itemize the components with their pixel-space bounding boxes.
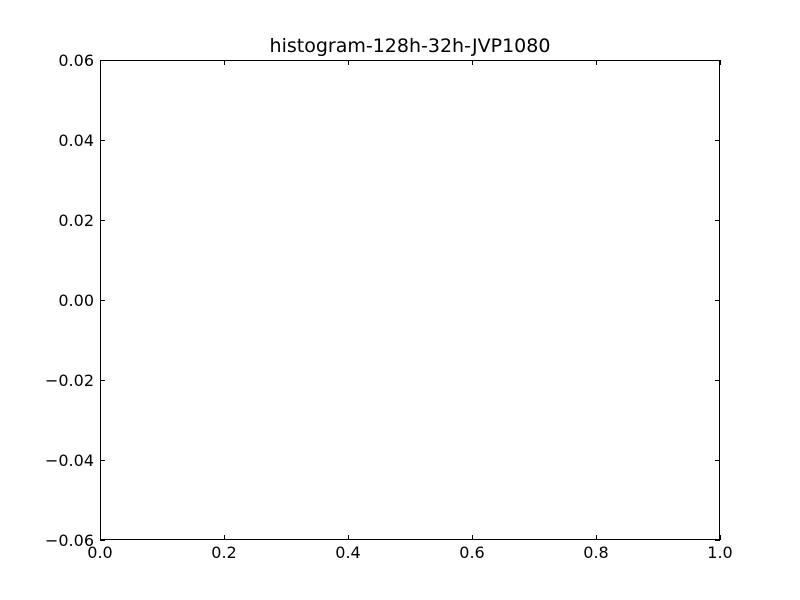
x-tick-label: 1.0 (707, 543, 732, 562)
y-tick-label: 0.00 (58, 291, 94, 310)
axis-ticks: 0.0 0.2 0.4 0.6 0.8 1.0 −0.06 −0.04 −0.02 0.00 0.0… (45, 51, 733, 562)
x-tick-label: 0.2 (211, 543, 236, 562)
x-tick-label: 0.4 (335, 543, 360, 562)
y-tick-label: −0.04 (45, 451, 94, 470)
y-tick-label: 0.06 (58, 51, 94, 70)
y-tick-label: −0.02 (45, 371, 94, 390)
y-tick-label: −0.06 (45, 531, 94, 550)
chart-title: histogram-128h-32h-JVP1080 (270, 35, 551, 57)
x-tick-label: 0.0 (87, 543, 112, 562)
y-tick-label: 0.04 (58, 131, 94, 150)
x-tick-label: 0.8 (583, 543, 608, 562)
y-tick-label: 0.02 (58, 211, 94, 230)
plot-area-frame (100, 60, 720, 540)
x-tick-label: 0.6 (459, 543, 484, 562)
